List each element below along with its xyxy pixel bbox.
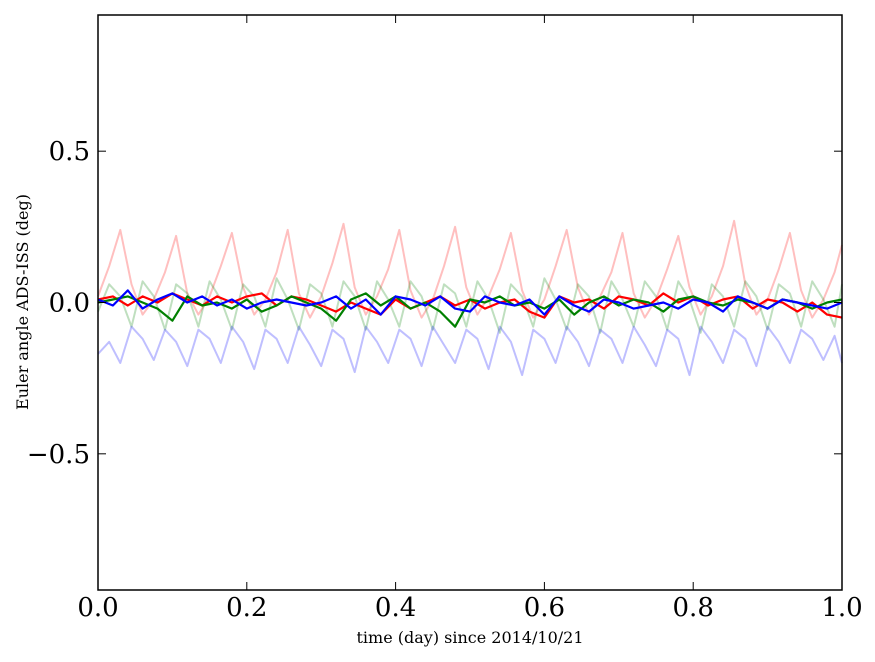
x-tick-label: 0.6	[524, 593, 565, 623]
x-tick-label: 0.4	[375, 593, 416, 623]
x-tick-label: 1.0	[821, 593, 862, 623]
tick-layer: 0.0 0.2 0.4 0.6 0.8 1.0 −0.5 0.0 0.5	[27, 15, 863, 623]
x-tick-label: 0.2	[226, 593, 267, 623]
y-tick-label: 0.0	[49, 289, 90, 319]
x-tick-label: 0.8	[673, 593, 714, 623]
series-layer	[97, 219, 843, 377]
x-tick-label: 0.0	[77, 593, 118, 623]
y-tick-label: −0.5	[27, 440, 90, 470]
y-tick-label: 0.5	[49, 137, 90, 167]
x-axis-label: time (day) since 2014/10/21	[356, 628, 583, 647]
series-line-2	[97, 325, 843, 377]
series-line-5	[97, 289, 843, 316]
y-axis-label: Euler angle ADS-ISS (deg)	[13, 194, 32, 410]
